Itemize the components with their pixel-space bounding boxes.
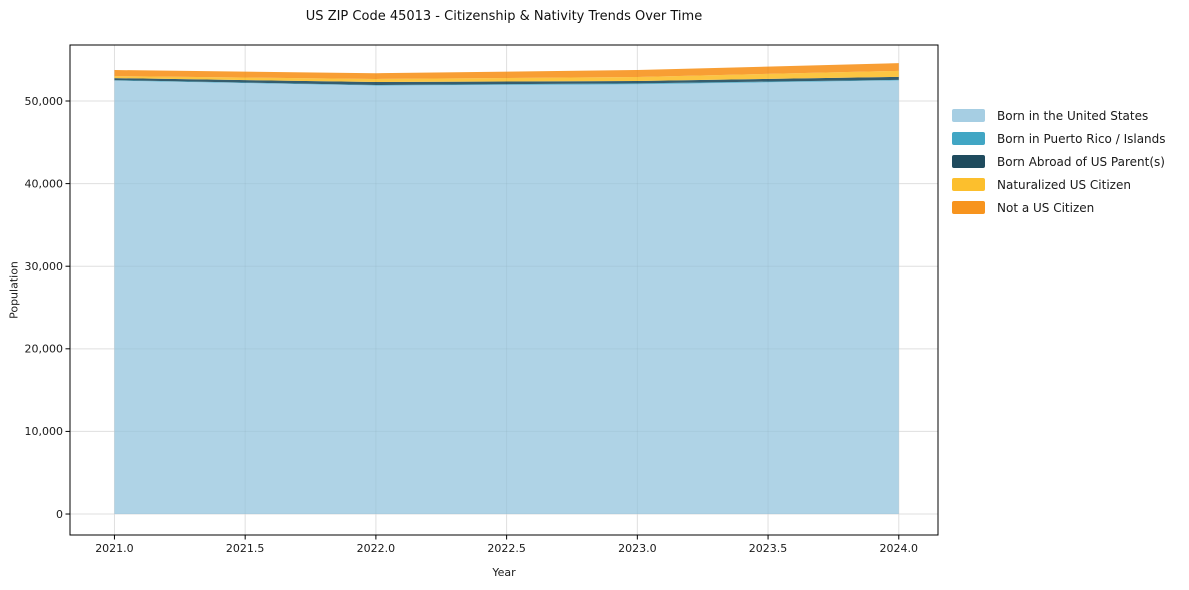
x-tick-label: 2022.5 [487,542,526,555]
legend-label: Born in Puerto Rico / Islands [997,131,1166,146]
y-tick-label: 50,000 [25,95,64,108]
legend-swatch-naturalized [952,178,985,191]
legend-item: Not a US Citizen [952,200,1166,215]
y-tick-label: 30,000 [25,260,64,273]
legend-swatch-not-citizen [952,201,985,214]
y-tick-label: 40,000 [25,177,64,190]
axes-spines [69,44,939,536]
legend-swatch-born-in-puerto-rico [952,132,985,145]
x-tick-label: 2022.0 [357,542,396,555]
legend-item: Born in the United States [952,108,1166,123]
legend-label: Born Abroad of US Parent(s) [997,154,1165,169]
x-tick-label: 2021.0 [95,542,134,555]
legend-item: Born Abroad of US Parent(s) [952,154,1166,169]
legend-swatch-born-abroad [952,155,985,168]
area-born-in-puerto-rico-islands [114,79,899,86]
chart-title: US ZIP Code 45013 - Citizenship & Nativi… [305,9,703,24]
x-tick-label: 2021.5 [226,542,265,555]
area-not-a-us-citizen [114,63,899,79]
x-tick-label: 2023.5 [749,542,788,555]
legend-item: Born in Puerto Rico / Islands [952,131,1166,146]
legend-label: Not a US Citizen [997,200,1095,215]
area-born-abroad-of-us-parent-s [114,76,899,85]
area-born-in-the-united-states [114,80,899,515]
x-tick-label: 2024.0 [880,542,919,555]
y-tick-label: 20,000 [25,343,64,356]
y-tick-label: 10,000 [25,425,64,438]
legend: Born in the United States Born in Puerto… [952,108,1166,215]
legend-item: Naturalized US Citizen [952,177,1166,192]
y-tick-label: 0 [56,508,63,521]
legend-label: Born in the United States [997,108,1149,123]
x-axis-label: Year [492,566,516,579]
x-tick-label: 2023.0 [618,542,657,555]
legend-label: Naturalized US Citizen [997,177,1131,192]
legend-swatch-born-in-us [952,109,985,122]
area-naturalized-us-citizen [114,70,899,83]
